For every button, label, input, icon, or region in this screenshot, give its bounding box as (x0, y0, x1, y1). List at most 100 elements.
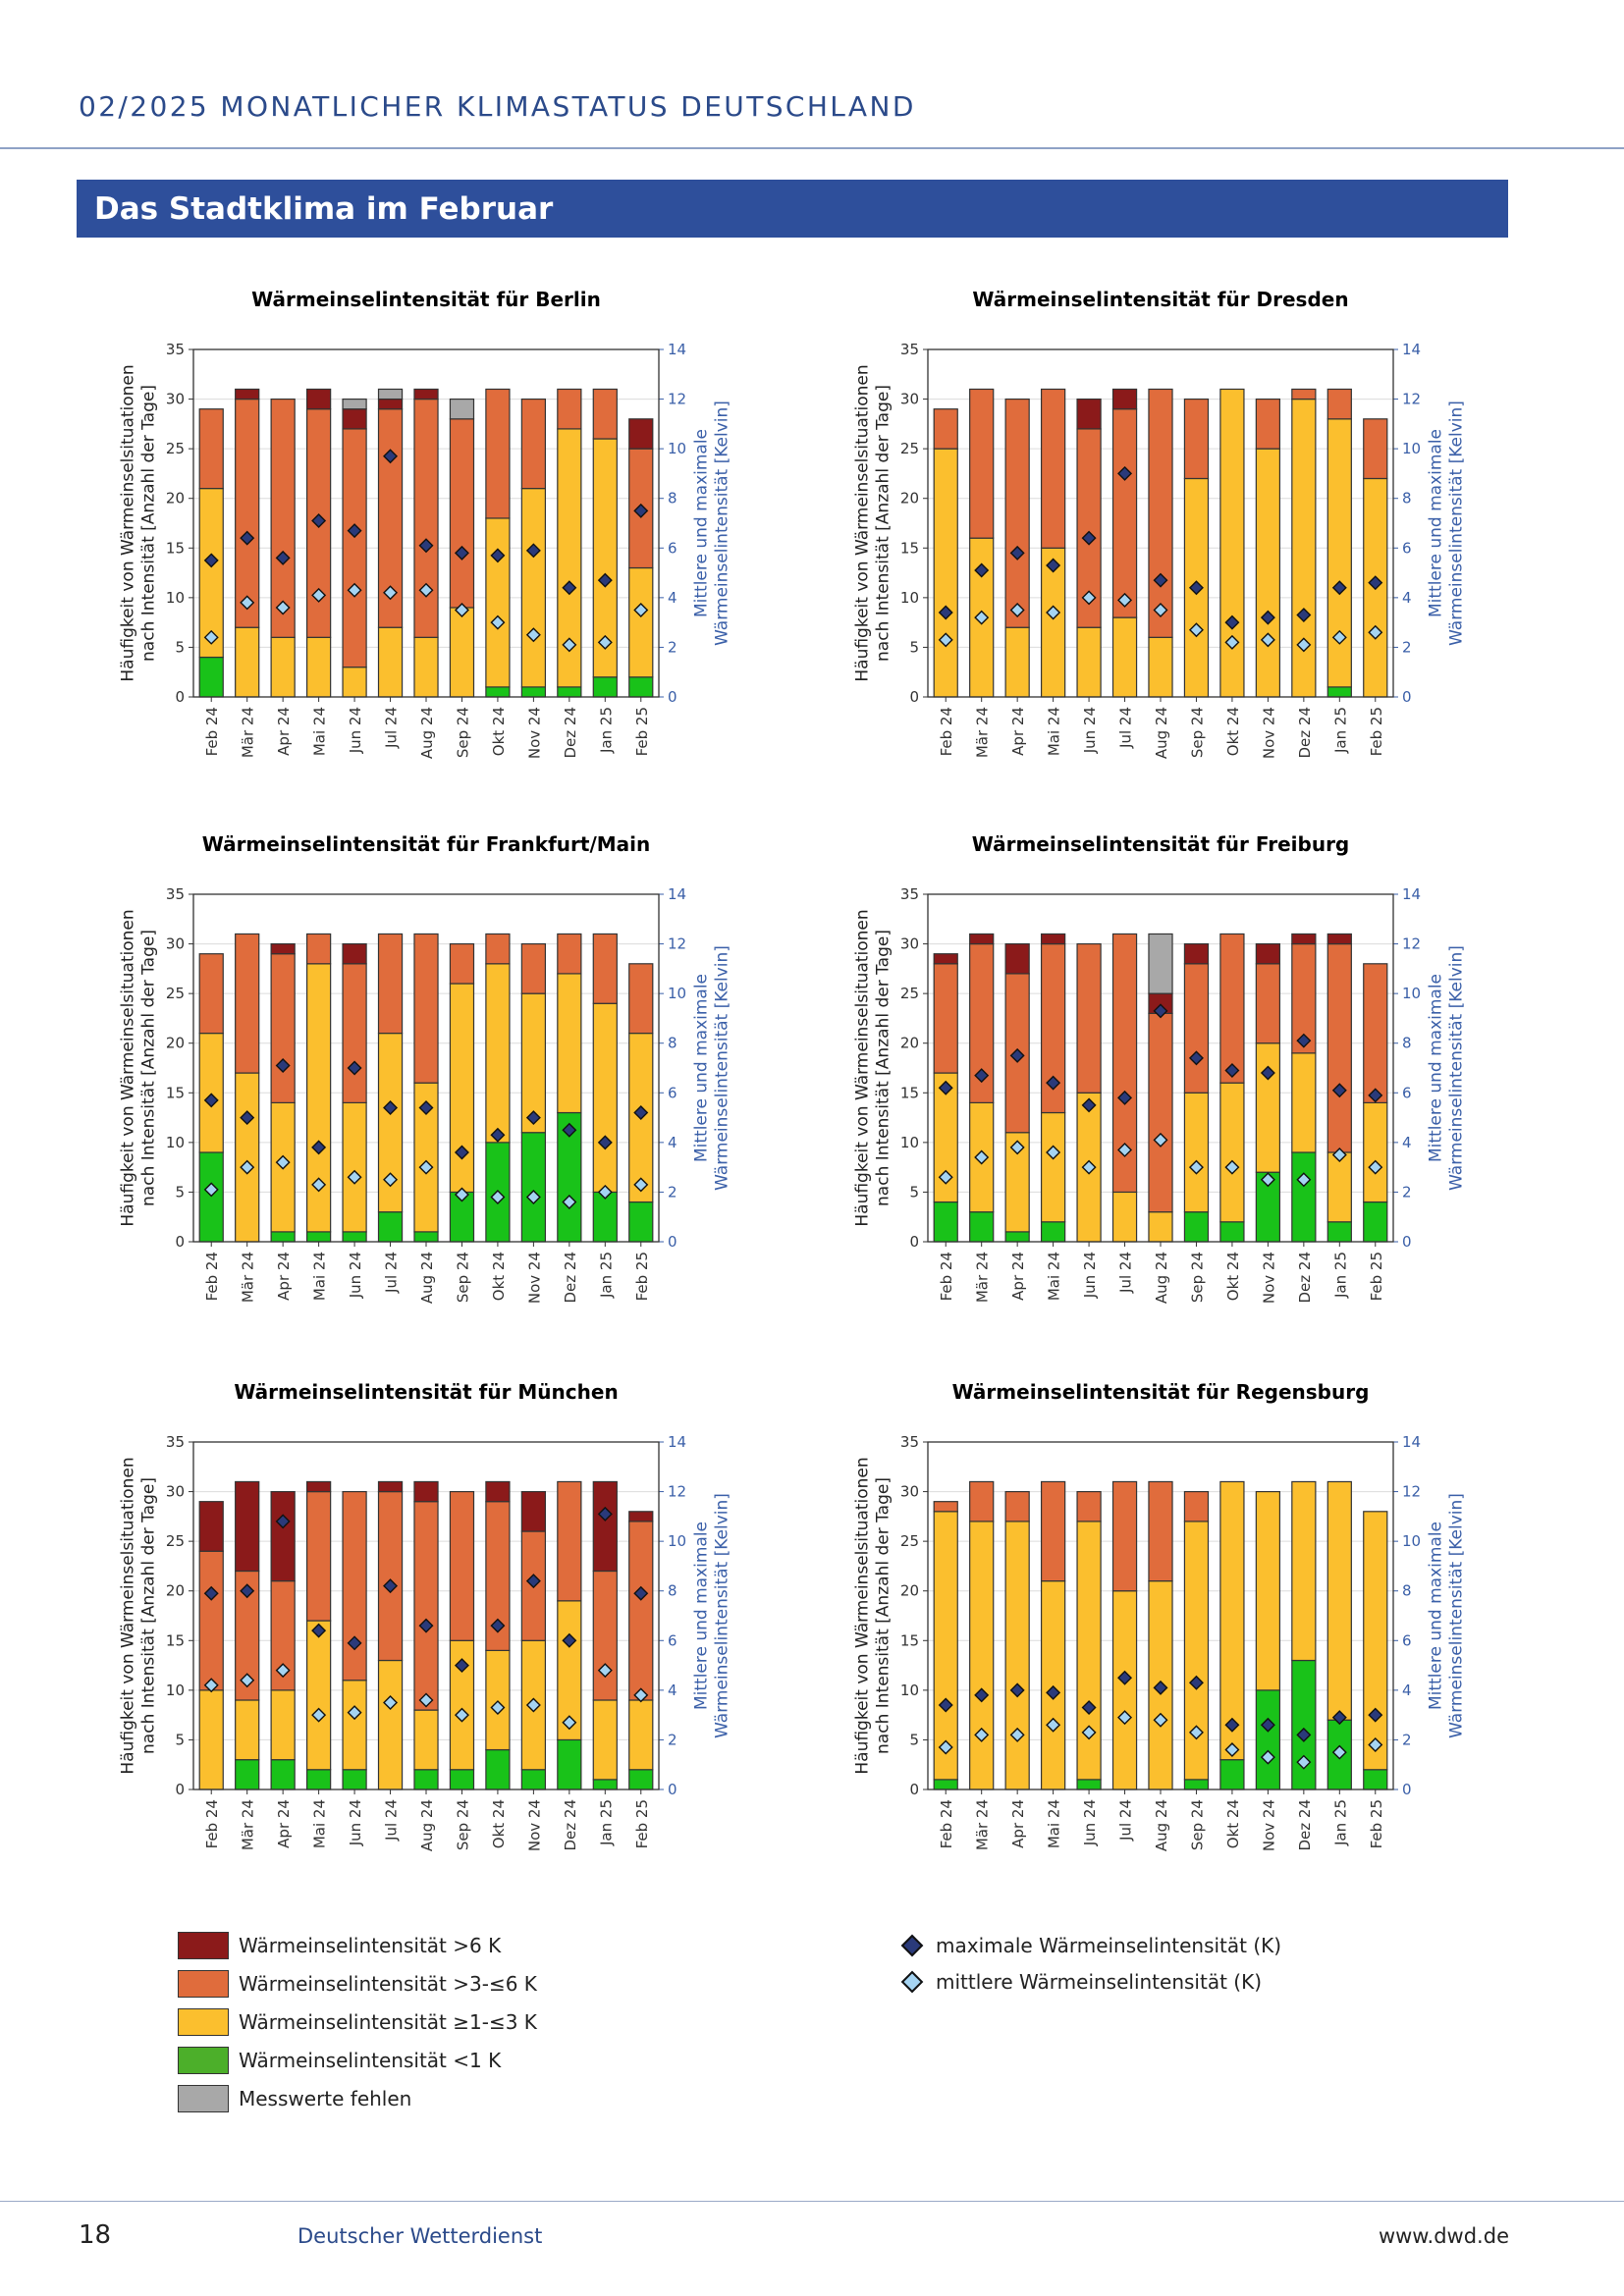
bar-segment (1326, 1221, 1352, 1243)
chart-4: Wärmeinselintensität für München05101520… (118, 1380, 731, 1851)
bar-segment (1219, 1082, 1245, 1223)
mean-marker (490, 614, 506, 630)
mean-marker (418, 582, 434, 598)
chart-2: Wärmeinselintensität für Frankfurt/Main 0… (118, 832, 731, 1304)
legend-label-missing: Messwerte fehlen (239, 2087, 412, 2110)
bar-segment (933, 963, 958, 1074)
y-tick-label: 10 (166, 1134, 185, 1151)
x-tick-label: Nov 24 (525, 1799, 543, 1851)
y2-tick-label: 14 (1402, 1433, 1421, 1451)
x-tick-label: Feb 24 (203, 1252, 221, 1301)
legend-item-lt1: Wärmeinselintensität <1 K (178, 2046, 501, 2075)
plot-frame (192, 348, 660, 698)
x-tick-label: Okt 24 (1224, 1252, 1242, 1301)
mean-marker (525, 1189, 541, 1204)
x-tick-label: Aug 24 (1153, 707, 1170, 759)
max-marker (633, 503, 649, 518)
bar-segment (305, 963, 332, 1233)
y2-tick-label: 0 (1402, 1233, 1412, 1251)
mean-marker (275, 1154, 291, 1170)
y2-tick-label: 6 (1402, 539, 1412, 557)
bar-segment (198, 408, 224, 490)
mean-marker (454, 1187, 469, 1202)
bar-segment (1004, 398, 1030, 628)
bar-segment (377, 1480, 404, 1493)
y2-tick-label: 10 (1402, 440, 1421, 457)
y2-tick-label: 14 (1402, 341, 1421, 358)
x-tick-label: Dez 24 (562, 1799, 579, 1851)
mean-marker (974, 1149, 990, 1165)
max-marker (275, 550, 291, 565)
x-tick-label: Jul 24 (1117, 1252, 1135, 1294)
x-tick-label: Aug 24 (418, 1799, 436, 1851)
mean-marker (347, 1169, 362, 1185)
mean-marker (1117, 592, 1133, 608)
bar-segment (1148, 1480, 1173, 1582)
bar-segment (270, 1490, 296, 1582)
x-tick-label: Sep 24 (454, 1799, 471, 1850)
y-axis-label: Häufigkeit von Wärmeinselsituationennach… (852, 364, 893, 681)
x-tick-label: Dez 24 (562, 707, 579, 759)
x-tick-label: Mär 24 (974, 707, 992, 758)
max-marker (525, 543, 541, 559)
y2-tick-label: 6 (668, 1631, 677, 1649)
y2-tick-label: 0 (1402, 688, 1412, 706)
max-marker (525, 1110, 541, 1126)
x-tick-label: Aug 24 (418, 707, 436, 759)
x-tick-label: Mär 24 (240, 1799, 257, 1850)
bar-segment (1040, 1480, 1066, 1582)
x-tick-label: Nov 24 (525, 1252, 543, 1304)
bar-segment (969, 933, 995, 945)
bar-segment (449, 983, 475, 1194)
y-tick-label: 20 (166, 490, 185, 507)
bar-segment (198, 1151, 224, 1243)
y2-axis-label: Mittlere und maximaleWärmeinselintensitä… (691, 945, 731, 1191)
legend-diamond-max-icon (900, 1934, 924, 1957)
chart-0: Wärmeinselintensität für Berlin051015202… (118, 288, 731, 759)
x-tick-label: Apr 24 (1009, 707, 1027, 756)
bar-segment (305, 636, 332, 698)
mean-marker (938, 1739, 953, 1755)
plot-frame (192, 893, 660, 1243)
bar-segment (1291, 1480, 1317, 1662)
bar-segment (1040, 933, 1066, 945)
x-tick-label: Apr 24 (275, 1799, 293, 1848)
bar-segment (235, 1072, 260, 1243)
bar-segment (485, 1748, 511, 1790)
y-tick-label: 35 (166, 1433, 185, 1451)
max-marker (1331, 1710, 1347, 1726)
header-divider (0, 147, 1624, 149)
bar-segment (449, 942, 475, 985)
mean-marker (633, 1177, 649, 1193)
legend-label-mean: mittlere Wärmeinselintensität (K) (936, 1970, 1263, 1994)
x-tick-label: Jun 24 (347, 1799, 364, 1846)
bar-segment (1076, 942, 1102, 1094)
mean-marker (1153, 603, 1168, 617)
bar-segment (1219, 1221, 1245, 1243)
bar-segment (1255, 1490, 1281, 1691)
bar-segment (305, 1480, 332, 1493)
max-marker (383, 1099, 399, 1115)
page-number: 18 (79, 2220, 112, 2250)
max-marker (1153, 1680, 1168, 1695)
mean-marker (1046, 1717, 1061, 1733)
legend-item-1to3: Wärmeinselintensität ≥1-≤3 K (178, 2007, 537, 2037)
bar-segment (592, 388, 618, 440)
bar-segment (628, 1201, 654, 1243)
mean-marker (1260, 1172, 1275, 1188)
y-tick-label: 5 (175, 1183, 185, 1201)
bar-segment (1148, 1211, 1173, 1243)
plot-frame (927, 1441, 1394, 1790)
x-tick-label: Sep 24 (454, 707, 471, 758)
bar-segment (235, 626, 260, 698)
bar-segment (933, 1201, 958, 1243)
plot-frame (927, 348, 1394, 698)
max-marker (562, 1122, 577, 1138)
mean-marker (1046, 605, 1061, 620)
x-tick-label: Feb 25 (1368, 1252, 1385, 1301)
bar-segment (449, 1769, 475, 1790)
bar-segment (969, 1211, 995, 1243)
y-tick-label: 0 (175, 688, 185, 706)
mean-marker (1153, 1712, 1168, 1728)
y2-axis-label: Mittlere und maximaleWärmeinselintensitä… (1426, 945, 1466, 1191)
